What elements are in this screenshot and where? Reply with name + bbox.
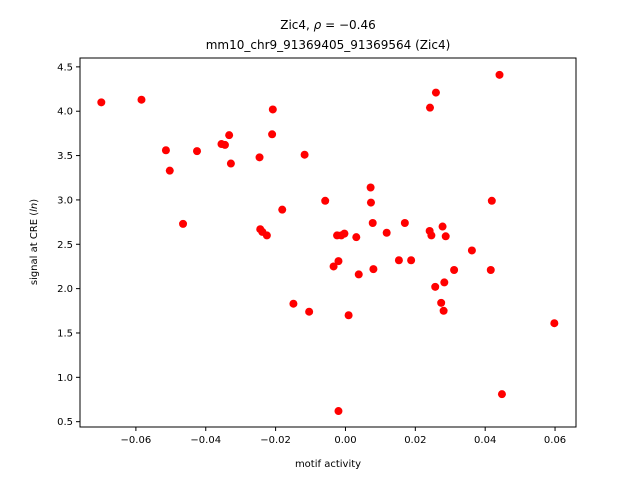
data-point [226,159,235,168]
chart-subtitle: mm10_chr9_91369405_91369564 (Zic4) [206,38,451,52]
data-point [334,407,343,416]
data-point [440,278,449,287]
data-point [400,218,409,227]
data-point [179,219,188,228]
y-tick-label: 2.5 [57,240,73,251]
data-point [225,131,234,140]
data-point [262,231,271,240]
x-tick-label: 0.06 [544,435,566,446]
data-point [278,205,287,214]
data-point [394,256,403,265]
data-point [366,198,375,207]
y-tick-label: 4.0 [57,107,73,118]
x-axis-label: motif activity [295,459,361,470]
x-tick-label: −0.06 [121,435,152,446]
data-point [268,105,277,114]
data-point [344,311,353,320]
data-point [165,166,174,175]
data-point [486,266,495,274]
chart-title: Zic4, ρ = −0.46 [280,18,376,32]
axes-frame [79,57,577,428]
data-point [220,140,229,149]
data-point [431,88,440,97]
data-point [425,103,434,112]
data-point [368,218,377,227]
data-point [369,265,378,274]
data-point [305,307,314,316]
x-tick-label: −0.04 [190,435,221,446]
data-point [354,270,363,279]
data-point [407,256,416,265]
x-tick-label: 0.00 [334,435,356,446]
y-tick-label: 3.0 [57,195,73,206]
x-tick-label: −0.02 [260,435,291,446]
data-point [137,95,146,104]
data-point [441,232,450,241]
data-point [352,233,361,242]
x-tick-label: 0.02 [404,435,426,446]
x-tick-label: 0.04 [474,435,496,446]
data-point [268,130,277,139]
data-point [329,262,338,271]
data-point [340,229,349,238]
data-point [334,257,343,266]
data-point [450,266,459,274]
data-point [439,306,448,315]
data-point [495,70,504,79]
data-point [497,390,506,399]
y-tick-label: 4.5 [57,62,73,73]
data-point [255,153,264,162]
data-point [427,231,436,240]
data-point [431,282,440,291]
y-tick-label: 3.5 [57,151,73,162]
data-point [550,319,559,328]
data-point [321,196,330,205]
data-point [289,299,298,308]
data-point [487,196,496,205]
y-tick-label: 0.5 [57,417,73,428]
data-point [97,98,106,107]
data-point [437,298,446,307]
data-point [382,228,391,237]
plot-area: −0.06 −0.04 −0.02 0.00 0.02 0.04 0.06 0.5 1.0 1.5… [57,57,577,446]
data-point [366,183,375,192]
y-axis-label: signal at CRE (ln) [29,199,40,285]
data-point [193,147,202,156]
data-point [467,246,476,255]
data-point [438,222,447,231]
y-tick-label: 1.0 [57,373,73,384]
y-tick-label: 2.0 [57,284,73,295]
data-point [300,150,309,159]
data-point [161,146,170,155]
y-tick-label: 1.5 [57,328,73,339]
